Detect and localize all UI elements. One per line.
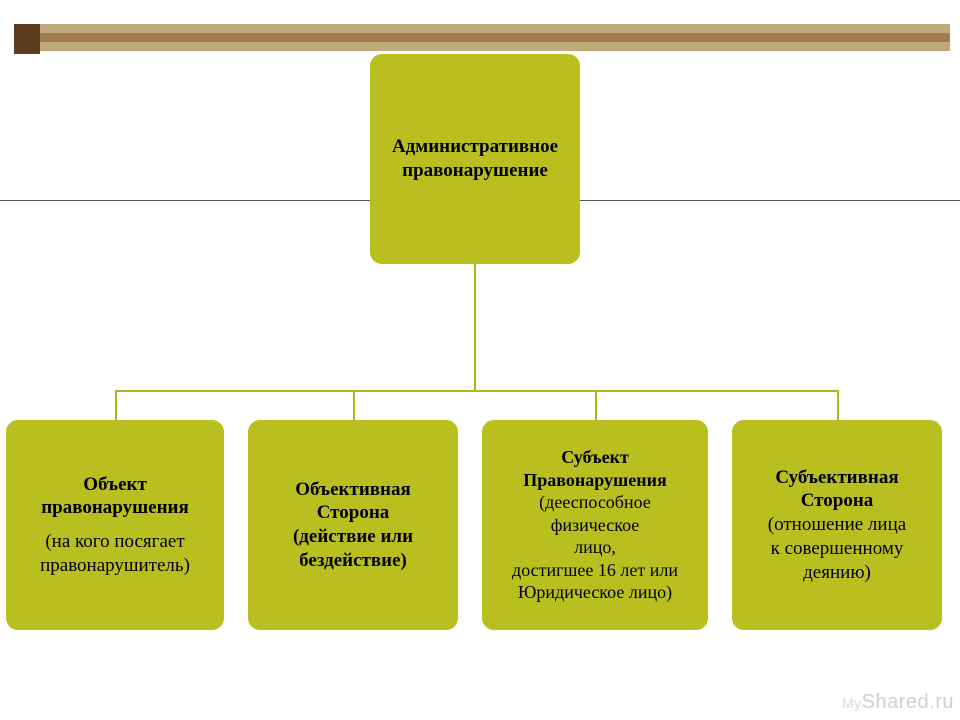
child-1-content: Объект правонарушения (на кого посягает … [14, 473, 216, 578]
child-4-sub-1: (отношение лица [768, 514, 906, 535]
child-3-sub-4: достигшее 16 лет или [512, 560, 678, 580]
child-2-title-2: Сторона [317, 502, 390, 523]
child-3-title-2: Правонарушения [523, 470, 666, 490]
watermark-small: My [842, 695, 862, 711]
child-node-1: Объект правонарушения (на кого посягает … [6, 420, 224, 630]
watermark-big: Shared.ru [862, 691, 954, 713]
root-node: Административное правонарушение [370, 54, 580, 264]
child-node-3: Субъект Правонарушения (дееспособное физ… [482, 420, 708, 630]
header-bars [14, 24, 950, 51]
child-2-sub-1: (действие или [293, 526, 413, 547]
root-title-line2: правонарушение [402, 160, 548, 181]
child-3-sub-3: лицо, [574, 537, 616, 557]
child-node-4: Субъективная Сторона (отношение лица к с… [732, 420, 942, 630]
child-4-sub-3: деянию) [803, 562, 871, 583]
connector-child-3 [595, 390, 597, 420]
connector-child-2 [353, 390, 355, 420]
header-corner [14, 24, 40, 54]
connector-child-1 [115, 390, 117, 420]
child-1-title: Объект правонарушения [14, 473, 216, 521]
child-4-title-1: Субъективная [775, 467, 898, 488]
root-node-label: Административное правонарушение [392, 135, 558, 183]
connector-hbar [115, 390, 837, 392]
child-3-content: Субъект Правонарушения (дееспособное физ… [512, 446, 678, 604]
child-3-sub-5: Юридическое лицо) [518, 582, 672, 602]
child-4-title-2: Сторона [801, 490, 874, 511]
connector-root-drop [474, 264, 476, 390]
connector-child-4 [837, 390, 839, 420]
child-4-sub-2: к совершенному [771, 538, 904, 559]
header-stripe-2 [14, 33, 950, 42]
child-2-sub-2: бездействие) [299, 550, 407, 571]
header-stripe-3 [14, 42, 950, 51]
child-1-sub: (на кого посягает правонарушитель) [14, 530, 216, 578]
header-stripe-1 [14, 24, 950, 33]
child-node-2: Объективная Сторона (действие или бездей… [248, 420, 458, 630]
child-2-title-1: Объективная [295, 479, 411, 500]
child-3-sub-2: физическое [551, 515, 640, 535]
watermark: MyShared.ru [842, 691, 954, 714]
root-title-line1: Административное [392, 136, 558, 157]
child-3-sub-1: (дееспособное [539, 492, 651, 512]
child-2-content: Объективная Сторона (действие или бездей… [293, 478, 413, 573]
child-3-title-1: Субъект [561, 447, 629, 467]
child-4-content: Субъективная Сторона (отношение лица к с… [768, 466, 906, 585]
